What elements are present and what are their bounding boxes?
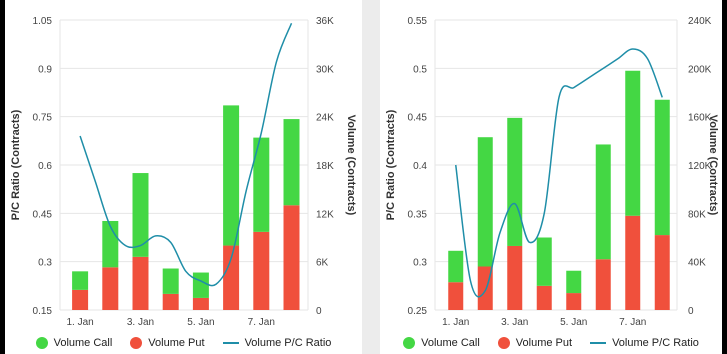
legend-right: Volume Call Volume Put Volume P/C Ratio <box>380 332 722 354</box>
legend-put-marker-icon <box>497 337 510 349</box>
y-right-tick-label: 40K <box>688 258 706 269</box>
legend-put-marker-icon <box>130 337 143 349</box>
bar-put <box>448 282 464 310</box>
ratio-line <box>455 48 663 298</box>
legend-ratio-line-icon <box>222 342 239 344</box>
x-tick-label: 7. Jan <box>248 317 275 328</box>
y-left-tick-label: 0.4 <box>413 161 427 172</box>
right-edge-strip <box>722 0 727 354</box>
y-right-tick-label: 24K <box>316 113 334 124</box>
ratio-line <box>79 22 293 287</box>
y-left-tick-label: 0.5 <box>413 64 427 75</box>
y-right-tick-label: 18K <box>316 161 334 172</box>
y-right-tick-label: 12K <box>316 209 334 220</box>
y-left-tick-label: 0.25 <box>408 306 428 317</box>
chart-panel-right: 0.25 0 0.3 40K 0.35 80K 0.4 120K 0.45 160K 0.5 200K… <box>380 0 722 354</box>
legend-item-ratio[interactable]: Volume P/C Ratio <box>590 337 699 349</box>
bar-put <box>192 297 209 310</box>
y-right-tick-label: 0 <box>688 306 694 317</box>
bar-call <box>283 119 300 206</box>
y-right-axis-title: Volume (Contracts) <box>707 115 719 216</box>
legend-ratio-label: Volume P/C Ratio <box>244 337 332 349</box>
legend-call-marker-icon <box>403 337 416 349</box>
y-right-tick-label: 200K <box>688 64 712 75</box>
bar-call <box>507 117 523 246</box>
y-left-tick-label: 0.45 <box>33 209 53 220</box>
legend-ratio-line-icon <box>590 342 607 344</box>
chart-panel-left: 0.15 0 0.3 6K 0.45 12K 0.6 18K 0.75 24K 0.9 30K 1.05… <box>5 0 362 354</box>
chart-right: 0.25 0 0.3 40K 0.35 80K 0.4 120K 0.45 160K 0.5 200K… <box>385 16 719 328</box>
bar-call <box>595 144 611 260</box>
bar-put <box>102 267 119 310</box>
legend-put-label: Volume Put <box>515 337 573 349</box>
x-tick-label: 1. Jan <box>66 317 93 328</box>
bar-put <box>72 289 89 310</box>
y-left-tick-label: 0.9 <box>38 64 52 75</box>
bar-call <box>477 137 493 267</box>
y-right-tick-label: 120K <box>688 161 712 172</box>
y-left-tick-label: 0.55 <box>408 16 428 27</box>
y-right-tick-label: 240K <box>688 16 712 27</box>
bar-put <box>625 215 641 310</box>
y-right-tick-label: 36K <box>316 16 334 27</box>
bar-call <box>654 99 670 236</box>
y-left-tick-label: 0.15 <box>33 306 53 317</box>
y-left-tick-label: 0.3 <box>413 258 427 269</box>
y-left-tick-label: 0.6 <box>38 161 52 172</box>
legend-item-put[interactable]: Volume Put <box>130 337 205 349</box>
legend-call-label: Volume Call <box>53 337 113 349</box>
panel-divider <box>362 0 380 354</box>
x-tick-label: 5. Jan <box>187 317 214 328</box>
y-left-axis-title: P/C Ratio (Contracts) <box>10 109 22 220</box>
legend-item-ratio[interactable]: Volume P/C Ratio <box>222 337 332 349</box>
bar-put <box>283 205 300 310</box>
y-left-tick-label: 0.35 <box>408 209 428 220</box>
bar-call <box>448 250 464 283</box>
bar-call <box>192 272 209 298</box>
bar-put <box>253 231 270 310</box>
bar-put <box>223 245 240 310</box>
legend-ratio-label: Volume P/C Ratio <box>612 337 699 349</box>
x-tick-label: 3. Jan <box>127 317 154 328</box>
x-tick-label: 3. Jan <box>501 317 528 328</box>
legend-item-call[interactable]: Volume Call <box>403 337 480 349</box>
y-right-tick-label: 80K <box>688 209 706 220</box>
y-right-tick-label: 0 <box>316 306 322 317</box>
y-left-tick-label: 1.05 <box>33 16 53 27</box>
bar-call <box>253 137 270 232</box>
legend-call-label: Volume Call <box>421 337 480 349</box>
bar-call <box>72 271 89 290</box>
legend-put-label: Volume Put <box>148 337 205 349</box>
x-tick-label: 1. Jan <box>442 317 469 328</box>
y-left-tick-label: 0.75 <box>33 113 53 124</box>
bar-call <box>162 268 179 294</box>
bar-put <box>162 293 179 310</box>
bar-put <box>536 285 552 310</box>
bar-put <box>654 235 670 310</box>
legend-call-marker-icon <box>35 337 48 349</box>
legend-left: Volume Call Volume Put Volume P/C Ratio <box>5 332 362 354</box>
legend-item-call[interactable]: Volume Call <box>35 337 113 349</box>
y-left-tick-label: 0.3 <box>38 258 52 269</box>
y-right-tick-label: 160K <box>688 113 712 124</box>
y-left-tick-label: 0.45 <box>408 113 428 124</box>
y-left-axis-title: P/C Ratio (Contracts) <box>385 109 397 220</box>
bar-put <box>595 259 611 310</box>
x-tick-label: 7. Jan <box>619 317 646 328</box>
bar-call <box>536 237 552 286</box>
bar-put <box>507 245 523 310</box>
bar-call <box>566 270 582 294</box>
bar-call <box>625 70 641 216</box>
bar-put <box>132 256 149 310</box>
bar-put <box>566 293 582 310</box>
chart-left: 0.15 0 0.3 6K 0.45 12K 0.6 18K 0.75 24K 0.9 30K 1.05… <box>10 16 357 328</box>
y-right-tick-label: 6K <box>316 258 329 269</box>
bar-call <box>132 173 149 257</box>
left-edge-strip <box>0 0 5 354</box>
y-right-axis-title: Volume (Contracts) <box>345 115 357 216</box>
bar-call <box>223 105 240 246</box>
y-right-tick-label: 30K <box>316 64 334 75</box>
legend-item-put[interactable]: Volume Put <box>497 337 573 349</box>
x-tick-label: 5. Jan <box>560 317 587 328</box>
